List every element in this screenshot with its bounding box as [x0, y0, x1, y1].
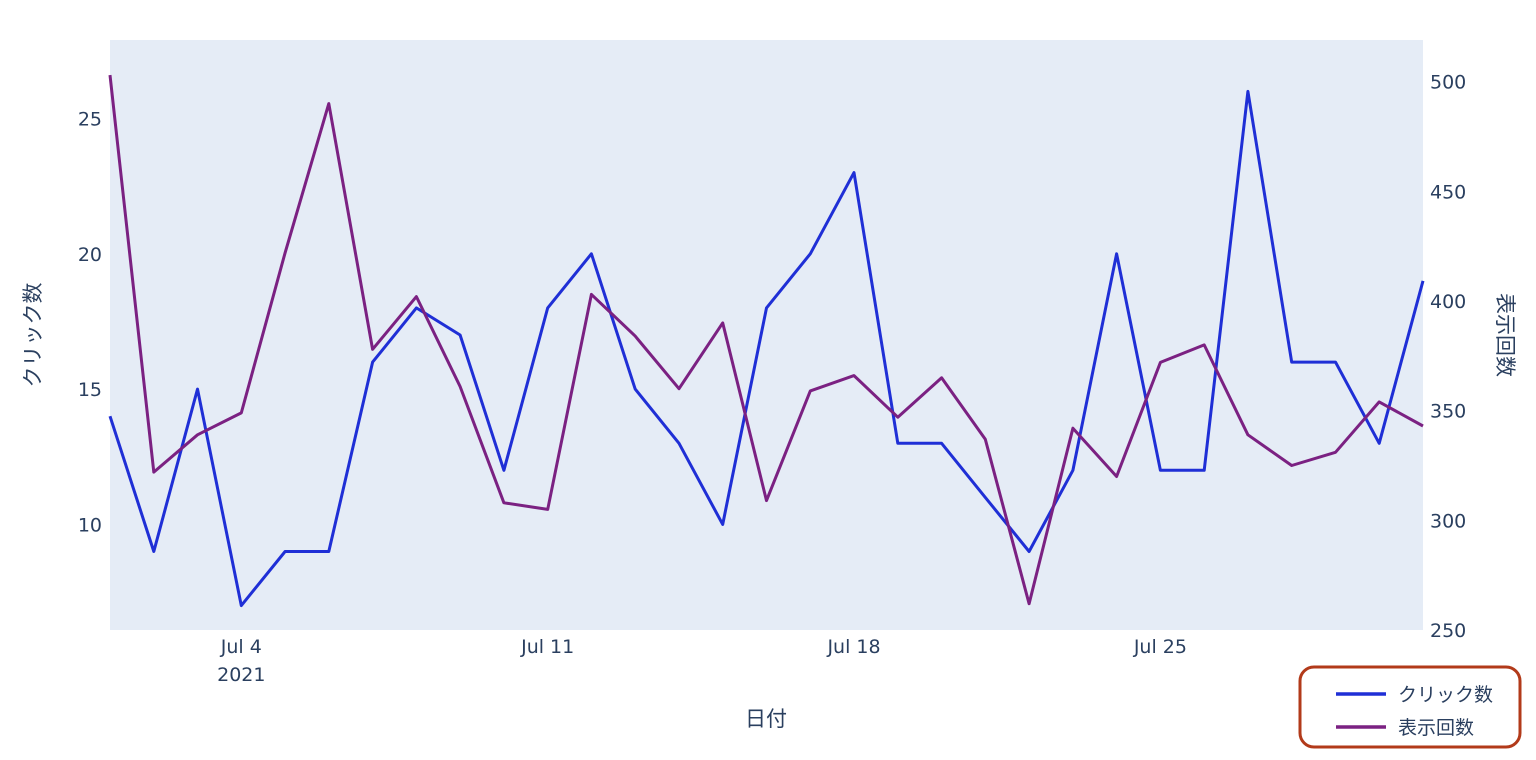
- right-y-axis-title: 表示回数: [1493, 293, 1517, 377]
- x-tick-label: Jul 4: [220, 636, 262, 658]
- left-y-axis-ticks: 10 15 20 25: [78, 108, 102, 536]
- right-y-tick-label: 350: [1430, 401, 1466, 423]
- x-tick-label: Jul 18: [826, 636, 880, 658]
- legend: クリック数 表示回数: [1298, 665, 1522, 749]
- series-lines: [108, 74, 1425, 608]
- legend-label-impressions: 表示回数: [1398, 717, 1474, 739]
- right-y-tick-label: 400: [1430, 291, 1466, 313]
- series-line-clicks: [108, 89, 1425, 608]
- right-y-tick-label: 300: [1430, 510, 1466, 532]
- legend-highlight-box: [1298, 665, 1522, 749]
- x-axis-title: 日付: [745, 707, 787, 731]
- left-y-axis-title: クリック数: [21, 283, 45, 388]
- left-y-tick-label: 10: [78, 514, 102, 536]
- x-axis-ticks: Jul 4 2021 Jul 11 Jul 18 Jul 25: [217, 636, 1187, 686]
- x-tick-label: Jul 25: [1133, 636, 1187, 658]
- left-y-tick-label: 15: [78, 379, 102, 401]
- left-y-tick-label: 25: [78, 108, 102, 130]
- right-y-tick-label: 450: [1430, 181, 1466, 203]
- left-y-tick-label: 20: [78, 244, 102, 266]
- x-tick-sublabel: 2021: [217, 664, 265, 686]
- right-y-axis-ticks: 250 300 350 400 450 500: [1430, 72, 1466, 642]
- plot-area: [110, 40, 1423, 630]
- x-tick-label: Jul 11: [520, 636, 574, 658]
- right-y-tick-label: 250: [1430, 620, 1466, 642]
- series-line-impressions: [108, 74, 1424, 606]
- right-y-tick-label: 500: [1430, 72, 1466, 94]
- legend-label-clicks: クリック数: [1398, 684, 1493, 706]
